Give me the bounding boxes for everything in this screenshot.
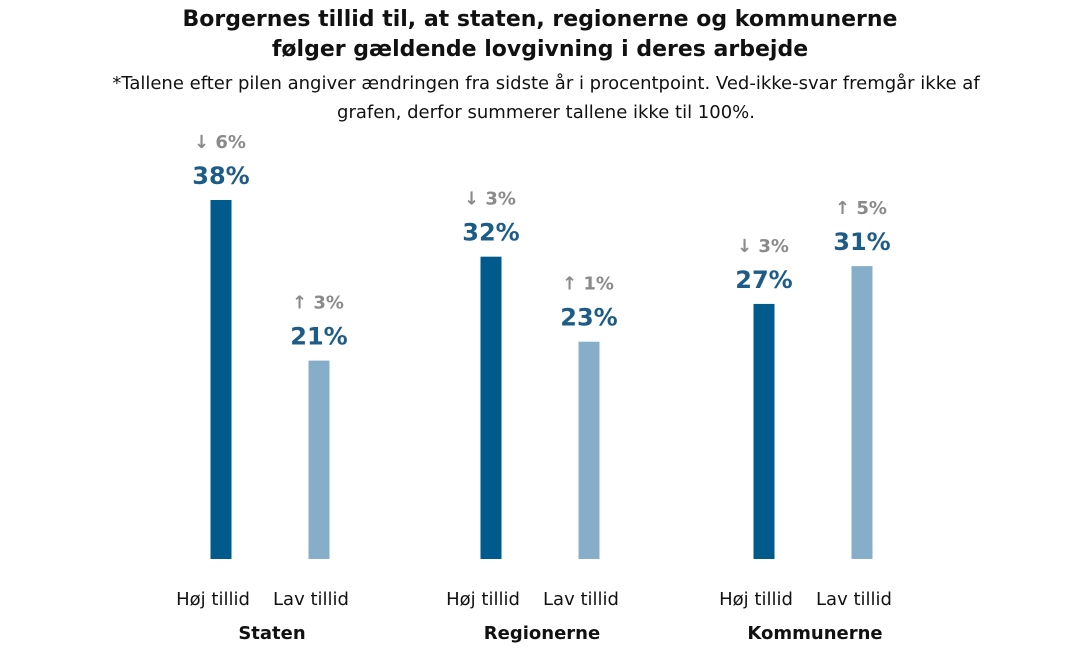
change-value-kommunerne-lav: 5% <box>856 198 887 219</box>
change-value-staten-hoj: 6% <box>215 132 246 153</box>
chart-title-line-1: Borgernes tillid til, at staten, regione… <box>183 7 898 32</box>
change-label-kommunerne-hoj: ↓ 3% <box>737 236 789 257</box>
change-arrow-kommunerne-lav: ↑ <box>835 198 850 219</box>
group-label-regionerne: Regionerne <box>484 623 600 644</box>
group-label-staten: Staten <box>238 623 305 644</box>
change-value-regionerne-hoj: 3% <box>485 189 516 210</box>
change-label-regionerne-lav: ↑ 1% <box>562 274 614 295</box>
change-value-staten-lav: 3% <box>313 293 344 314</box>
bar-regionerne-lav <box>578 341 600 559</box>
value-label-staten-lav: 21% <box>290 323 347 351</box>
value-label-kommunerne-hoj: 27% <box>735 266 792 294</box>
change-arrow-staten-lav: ↑ <box>292 293 307 314</box>
bar-staten-hoj <box>210 200 232 559</box>
change-label-staten-hoj: ↓ 6% <box>194 132 246 153</box>
change-label-staten-lav: ↑ 3% <box>292 293 344 314</box>
category-label-staten-hoj: Høj tillid <box>176 589 250 610</box>
bar-staten-lav <box>308 360 330 559</box>
value-label-regionerne-hoj: 32% <box>462 219 519 247</box>
change-arrow-regionerne-hoj: ↓ <box>464 189 479 210</box>
category-label-kommunerne-lav: Lav tillid <box>816 589 892 610</box>
chart-title-line-2: følger gældende lovgivning i deres arbej… <box>272 37 808 62</box>
change-value-regionerne-lav: 1% <box>583 274 614 295</box>
change-arrow-staten-hoj: ↓ <box>194 132 209 153</box>
group-label-kommunerne: Kommunerne <box>747 623 882 644</box>
change-arrow-regionerne-lav: ↑ <box>562 274 577 295</box>
value-label-staten-hoj: 38% <box>192 162 249 190</box>
value-label-kommunerne-lav: 31% <box>833 228 890 256</box>
bar-kommunerne-lav <box>851 266 873 559</box>
bar-kommunerne-hoj <box>753 303 775 559</box>
bar-regionerne-hoj <box>480 256 502 559</box>
change-value-kommunerne-hoj: 3% <box>758 236 789 257</box>
category-label-kommunerne-hoj: Høj tillid <box>719 589 793 610</box>
chart-subtitle-line-1: *Tallene efter pilen angiver ændringen f… <box>112 73 980 94</box>
category-label-regionerne-hoj: Høj tillid <box>446 589 520 610</box>
bars-layer: 38% ↓ 6% Høj tillid 21% ↑ 3% Lav tillid Staten… <box>176 132 892 644</box>
change-label-regionerne-hoj: ↓ 3% <box>464 189 516 210</box>
change-arrow-kommunerne-hoj: ↓ <box>737 236 752 257</box>
category-label-staten-lav: Lav tillid <box>273 589 349 610</box>
change-label-kommunerne-lav: ↑ 5% <box>835 198 887 219</box>
chart-subtitle-line-2: grafen, derfor summerer tallene ikke til… <box>337 102 755 123</box>
value-label-regionerne-lav: 23% <box>560 304 617 332</box>
category-label-regionerne-lav: Lav tillid <box>543 589 619 610</box>
